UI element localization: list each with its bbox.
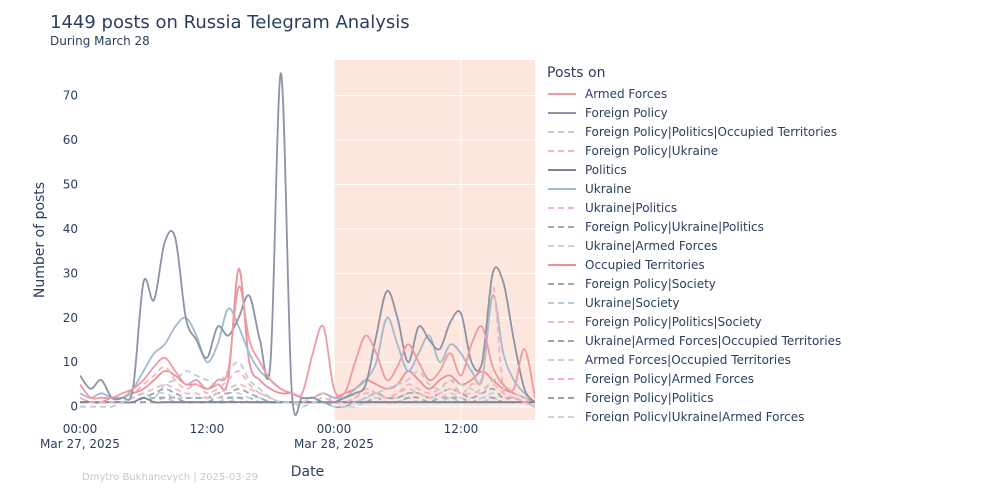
legend-item[interactable]: Foreign Policy|Politics (547, 388, 997, 407)
legend-label: Foreign Policy|Ukraine (585, 143, 719, 158)
legend-item[interactable]: Ukraine|Armed Forces|Occupied Territorie… (547, 331, 997, 350)
legend-label: Foreign Policy|Politics|Society (585, 314, 762, 329)
legend-item[interactable]: Armed Forces|Occupied Territories (547, 350, 997, 369)
y-tick-label: 60 (63, 133, 78, 147)
legend[interactable]: Posts on Armed Forces Foreign Policy Forei… (547, 64, 997, 422)
legend-label: Foreign Policy|Armed Forces (585, 371, 754, 386)
series-line[interactable] (80, 396, 535, 404)
legend-item[interactable]: Ukraine (547, 179, 997, 198)
legend-swatch (548, 168, 576, 171)
legend-item[interactable]: Foreign Policy|Politics|Occupied Territo… (547, 122, 997, 141)
legend-label: Ukraine|Armed Forces (585, 238, 718, 253)
legend-swatch (548, 282, 576, 285)
y-tick-label: 30 (63, 266, 78, 280)
x-tick-label: 00:00 (317, 422, 352, 436)
legend-label: Ukraine (585, 181, 632, 196)
legend-item[interactable]: Foreign Policy (547, 103, 997, 122)
legend-item[interactable]: Ukraine|Armed Forces (547, 236, 997, 255)
legend-swatch (548, 377, 576, 380)
legend-swatch (548, 187, 576, 190)
legend-label: Foreign Policy|Politics|Occupied Territo… (585, 124, 838, 139)
legend-swatch (548, 244, 576, 247)
y-axis-title: Number of posts (32, 182, 48, 298)
x-tick-label: 12:00 (444, 422, 479, 436)
x-tick-label: 00:00 (63, 422, 98, 436)
legend-label: Politics (585, 162, 627, 177)
credit-text: Dmytro Bukhanevych | 2025-03-29 (82, 472, 258, 483)
series-line[interactable] (80, 72, 535, 416)
y-tick-label: 0 (70, 400, 78, 414)
legend-item[interactable]: Ukraine|Politics (547, 198, 997, 217)
legend-label: Foreign Policy|Politics (585, 390, 714, 405)
legend-item[interactable]: Foreign Policy|Politics|Society (547, 312, 997, 331)
legend-item[interactable]: Foreign Policy|Ukraine|Armed Forces (547, 407, 997, 422)
y-tick-label: 20 (63, 311, 78, 325)
chart-subtitle: During March 28 (50, 34, 150, 48)
x-axis-title: Date (291, 464, 324, 480)
series-group (80, 72, 535, 416)
legend-title: Posts on (547, 65, 606, 81)
legend-item[interactable]: Foreign Policy|Society (547, 274, 997, 293)
legend-swatch (548, 130, 576, 133)
legend-swatch (548, 339, 576, 342)
chart-title: 1449 posts on Russia Telegram Analysis (50, 12, 410, 33)
legend-swatch (548, 225, 576, 228)
legend-label: Armed Forces|Occupied Territories (585, 352, 791, 367)
legend-label: Ukraine|Armed Forces|Occupied Territorie… (585, 333, 842, 348)
legend-swatch (548, 263, 576, 266)
legend-swatch (548, 206, 576, 209)
series-line[interactable] (80, 285, 535, 400)
legend-label: Ukraine|Society (585, 295, 680, 310)
legend-item[interactable]: Armed Forces (547, 84, 997, 103)
legend-label: Foreign Policy|Society (585, 276, 716, 291)
legend-swatch (548, 111, 576, 114)
legend-swatch (548, 396, 576, 399)
legend-label: Ukraine|Politics (585, 200, 678, 215)
legend-item[interactable]: Foreign Policy|Armed Forces (547, 369, 997, 388)
legend-item[interactable]: Politics (547, 160, 997, 179)
y-tick-label: 50 (63, 177, 78, 191)
y-tick-label: 10 (63, 355, 78, 369)
legend-label: Foreign Policy|Ukraine|Armed Forces (585, 409, 805, 423)
y-tick-label: 70 (63, 89, 78, 103)
legend-label: Foreign Policy (585, 105, 668, 120)
legend-swatch (548, 92, 576, 95)
legend-swatch (548, 320, 576, 323)
legend-label: Foreign Policy|Ukraine|Politics (585, 219, 764, 234)
legend-swatch (548, 358, 576, 361)
legend-item[interactable]: Ukraine|Society (547, 293, 997, 312)
highlight-band (333, 60, 535, 420)
legend-swatch (548, 415, 576, 418)
legend-swatch (548, 301, 576, 304)
legend-item[interactable]: Foreign Policy|Ukraine (547, 141, 997, 160)
legend-label: Armed Forces (585, 86, 668, 101)
series-line[interactable] (80, 361, 535, 409)
x-tick-label: 12:00 (190, 422, 225, 436)
y-tick-label: 40 (63, 222, 78, 236)
x-tick-sublabel: Mar 27, 2025 (40, 437, 120, 451)
x-tick-sublabel: Mar 28, 2025 (294, 437, 374, 451)
legend-item[interactable]: Occupied Territories (547, 255, 997, 274)
legend-item[interactable]: Foreign Policy|Ukraine|Politics (547, 217, 997, 236)
legend-swatch (548, 149, 576, 152)
legend-label: Occupied Territories (585, 257, 705, 272)
